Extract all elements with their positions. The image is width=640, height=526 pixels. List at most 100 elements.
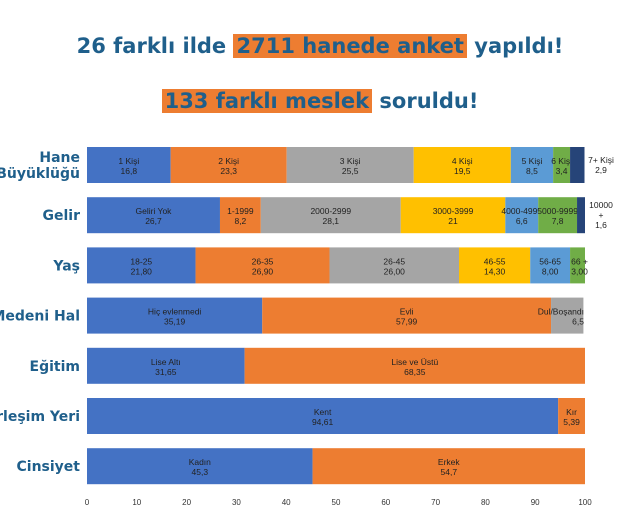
x-tick-label: 40 <box>282 498 291 507</box>
segment-label: 3000-3999 <box>433 206 474 216</box>
bar-segment <box>87 448 313 485</box>
headline-survey-before: 26 farklı ilde <box>76 34 234 58</box>
segment-label: 56-65 <box>539 256 561 266</box>
segment-value: 21,80 <box>131 266 153 276</box>
segment-value: 26,90 <box>252 266 274 276</box>
segment-value: 8,00 <box>542 266 559 276</box>
bar-segment <box>87 147 171 183</box>
bar-segment <box>459 247 531 284</box>
segment-label: 2000-2999 <box>310 206 351 216</box>
segment-label: 18-25 <box>130 256 152 266</box>
segment-value: 31,65 <box>155 367 177 377</box>
x-tick-label: 30 <box>232 498 241 507</box>
segment-value: 57,99 <box>396 317 418 327</box>
bar-segment <box>260 197 401 234</box>
segment-label: 26-35 <box>252 256 274 266</box>
bar-segment <box>87 297 263 334</box>
segment-value: 5,39 <box>563 417 580 427</box>
segment-label: 6 Kişi <box>551 156 572 166</box>
x-tick-label: 10 <box>132 498 141 507</box>
segment-label: 66 + <box>571 256 588 266</box>
segment-value: 3,00 <box>571 266 588 276</box>
x-tick-label: 70 <box>431 498 440 507</box>
segment-label: 1-1999 <box>227 206 254 216</box>
x-tick-label: 20 <box>182 498 191 507</box>
x-tick-label: 0 <box>85 498 90 507</box>
bar-segment <box>195 247 330 284</box>
bar-segment <box>400 197 506 234</box>
segment-label: 4 Kişi <box>452 156 473 166</box>
segment-label: Kent <box>314 407 332 417</box>
bar-segment <box>262 297 552 334</box>
category-label: Eğitim <box>30 359 80 375</box>
segment-label: Geliri Yok <box>136 206 173 216</box>
headline-survey-highlight: 2711 hanede anket <box>233 34 467 58</box>
segment-value: 1,6 <box>595 220 607 230</box>
category-label: Hane <box>39 150 80 166</box>
bar-segment <box>87 197 220 234</box>
segment-label: + <box>599 210 604 220</box>
segment-label: Evli <box>400 307 414 317</box>
segment-label: 1 Kişi <box>118 156 139 166</box>
segment-value: 28,1 <box>322 216 339 226</box>
segment-label: Hiç evlenmedi <box>148 307 201 317</box>
bar-segment <box>87 347 245 384</box>
category-label: Medeni Hal <box>0 309 80 325</box>
segment-value: 3,4 <box>556 166 568 176</box>
segment-value: 2,9 <box>595 165 607 175</box>
segment-value: 7,8 <box>552 216 564 226</box>
bar-segment <box>551 297 584 334</box>
x-tick-label: 80 <box>481 498 490 507</box>
segment-value: 19,5 <box>454 166 471 176</box>
segment-value: 26,00 <box>384 266 406 276</box>
segment-value: 23,3 <box>220 166 237 176</box>
category-label: Cinsiyet <box>17 459 81 475</box>
segment-label: Dul/Boşandı <box>538 307 584 317</box>
segment-label: 26-45 <box>383 256 405 266</box>
headline-survey: 26 farklı ilde 2711 hanede anket yapıldı… <box>0 34 640 58</box>
segment-value: 45,3 <box>192 467 209 477</box>
category-label: Yaş <box>52 258 80 274</box>
headline-occupations-highlight: 133 farklı meslek <box>161 89 373 113</box>
bar-segment <box>87 398 559 434</box>
category-label: Yerleşim Yeri <box>0 409 80 425</box>
bar-segment <box>312 448 585 485</box>
bar-segment <box>219 197 261 234</box>
bar-segment <box>553 147 571 183</box>
segment-value: 6,6 <box>516 216 528 226</box>
x-tick-label: 60 <box>381 498 390 507</box>
segment-label: 5000-9999 <box>537 206 578 216</box>
segment-label: 5 Kişi <box>522 156 543 166</box>
segment-value: 54,7 <box>441 467 458 477</box>
bar-segment <box>170 147 287 183</box>
segment-value: 14,30 <box>484 266 506 276</box>
x-tick-label: 100 <box>578 498 592 507</box>
x-tick-label: 50 <box>332 498 341 507</box>
category-label: Gelir <box>43 208 81 224</box>
bar-segment <box>286 147 414 183</box>
segment-value: 68,35 <box>404 367 426 377</box>
segment-label: 2 Kişi <box>218 156 239 166</box>
segment-label: Kadın <box>189 457 211 467</box>
segment-label: 3 Kişi <box>340 156 361 166</box>
segment-label: Kır <box>566 407 577 417</box>
segment-value: 26,7 <box>145 216 162 226</box>
bar-segment <box>510 147 554 183</box>
bar-segment <box>538 197 578 234</box>
bar-segment <box>505 197 539 234</box>
segment-value: 8,5 <box>526 166 538 176</box>
headline-survey-after: yapıldı! <box>466 34 564 58</box>
segment-label: 4000-4999 <box>501 206 542 216</box>
segment-value: 8,2 <box>234 216 246 226</box>
x-tick-label: 90 <box>531 498 540 507</box>
segment-label: Erkek <box>438 457 460 467</box>
bar-segment <box>87 247 196 284</box>
segment-value: 16,8 <box>121 166 138 176</box>
bar-segment <box>570 247 585 284</box>
bar-segment <box>244 347 585 384</box>
headline-occupations: 133 farklı meslek soruldu! <box>0 89 640 113</box>
bar-segment <box>329 247 460 284</box>
segment-value: 21 <box>448 216 458 226</box>
segment-label: 7+ Kişi <box>588 155 614 165</box>
